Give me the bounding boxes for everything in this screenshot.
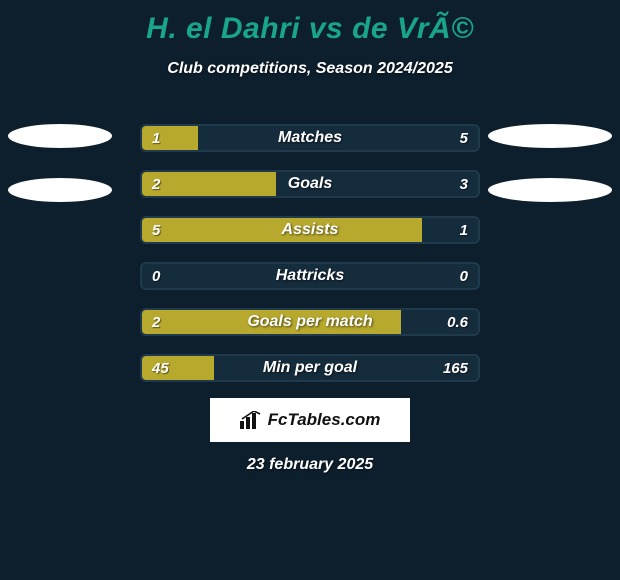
stat-bar: 45165Min per goal — [140, 354, 480, 382]
stat-bar: 23Goals — [140, 170, 480, 198]
stat-value-right: 1 — [460, 218, 468, 242]
stat-row: 45165Min per goal — [0, 354, 620, 382]
branding-badge: FcTables.com — [210, 398, 410, 442]
player-left-marker — [8, 178, 112, 202]
branding-text: FcTables.com — [268, 410, 381, 430]
stat-bar-right-segment — [198, 126, 478, 150]
stat-bar-right-segment — [142, 264, 478, 288]
stat-row: 00Hattricks — [0, 262, 620, 290]
stat-value-left: 0 — [152, 264, 160, 288]
stat-value-right: 0 — [460, 264, 468, 288]
stat-bar: 15Matches — [140, 124, 480, 152]
player-left-marker — [8, 124, 112, 148]
page-title: H. el Dahri vs de VrÃ© — [0, 0, 620, 46]
stat-bar: 51Assists — [140, 216, 480, 244]
stat-row: 15Matches — [0, 124, 620, 152]
stat-row: 23Goals — [0, 170, 620, 198]
player-right-marker — [488, 124, 612, 148]
stat-bar-right-segment — [422, 218, 478, 242]
bar-chart-icon — [240, 411, 262, 429]
stat-bar: 20.6Goals per match — [140, 308, 480, 336]
page-subtitle: Club competitions, Season 2024/2025 — [0, 60, 620, 78]
stat-value-right: 5 — [460, 126, 468, 150]
stat-bar-left-segment — [142, 126, 198, 150]
stat-value-right: 165 — [443, 356, 468, 380]
stat-value-right: 3 — [460, 172, 468, 196]
stat-value-left: 1 — [152, 126, 160, 150]
stat-value-left: 2 — [152, 310, 160, 334]
stat-row: 51Assists — [0, 216, 620, 244]
stat-value-left: 5 — [152, 218, 160, 242]
stat-row: 20.6Goals per match — [0, 308, 620, 336]
stat-bar-right-segment — [276, 172, 478, 196]
stat-bar-left-segment — [142, 218, 422, 242]
stat-value-left: 45 — [152, 356, 169, 380]
stat-bar-left-segment — [142, 172, 276, 196]
stat-value-left: 2 — [152, 172, 160, 196]
footer-date: 23 february 2025 — [0, 456, 620, 474]
comparison-infographic: H. el Dahri vs de VrÃ© Club competitions… — [0, 0, 620, 580]
stat-bar: 00Hattricks — [140, 262, 480, 290]
stat-bar-left-segment — [142, 310, 401, 334]
stat-bar-right-segment — [214, 356, 478, 380]
stat-value-right: 0.6 — [447, 310, 468, 334]
player-right-marker — [488, 178, 612, 202]
